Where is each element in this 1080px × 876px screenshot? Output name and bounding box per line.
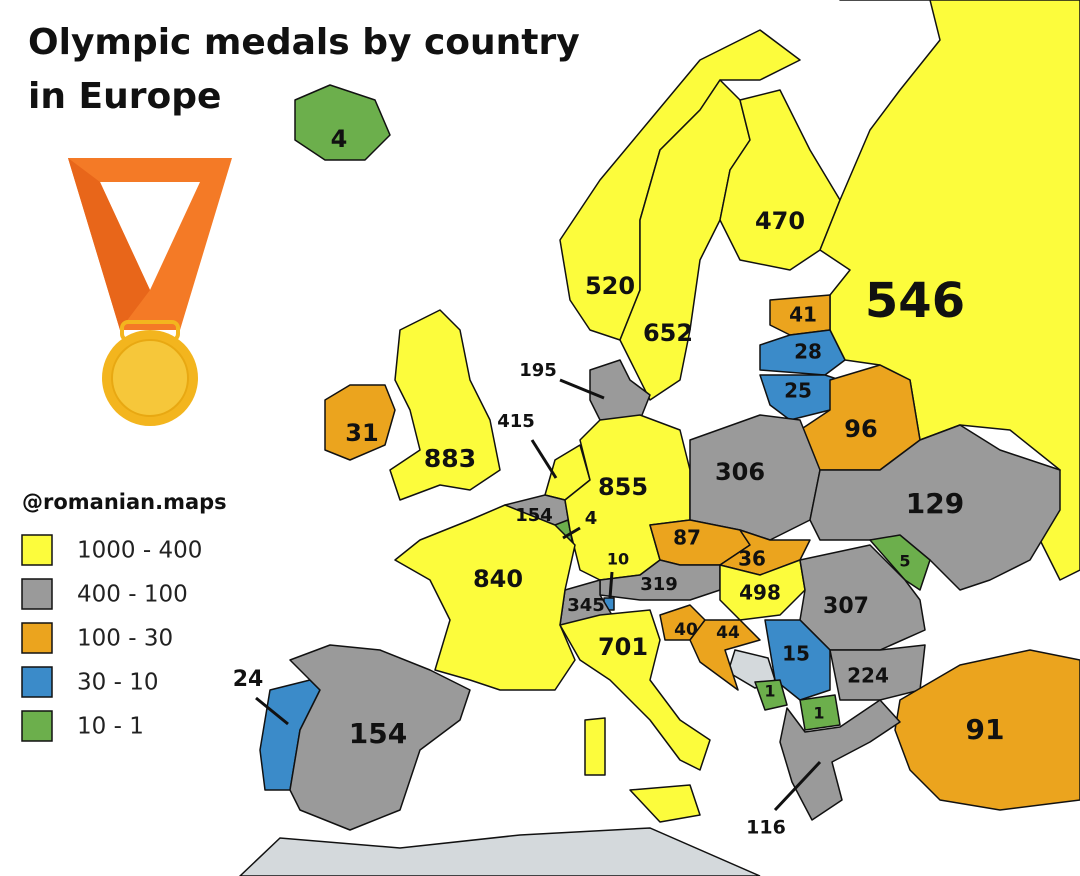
country-shape [294,84,391,161]
country-shape [719,559,806,621]
country-shape [324,384,396,461]
country-value: 855 [598,473,648,501]
country-value: 44 [716,623,740,643]
legend-label: 1000 - 400 [77,538,202,564]
country-value: 4 [585,508,598,529]
country-value: 4 [331,125,348,153]
title-line: in Europe [28,76,221,117]
leader-line [562,526,581,540]
legend: 1000 - 400 400 - 100 100 - 30 30 - 10 10 - 1 [21,534,202,742]
country-value: 96 [844,415,877,443]
country-shape [289,644,471,831]
country-value: 87 [673,526,701,550]
legend-label: 30 - 10 [77,670,158,696]
country-value: 154 [349,717,407,750]
country-shape [759,329,846,376]
country-value: 24 [233,667,264,692]
country-shape [779,699,901,821]
country-shape [809,424,1061,591]
country-value: 470 [755,207,805,235]
country-value: 25 [784,379,812,403]
country-value: 41 [789,303,817,327]
country-shape [819,0,1080,581]
country-value: 116 [746,817,786,839]
country-shape [894,649,1080,811]
country-value: 195 [519,360,557,381]
legend-label: 400 - 100 [77,582,188,608]
legend-swatch [21,534,53,566]
legend-swatch [21,710,53,742]
country-shape [619,79,751,401]
country-value: 15 [782,642,810,666]
leader-line [559,378,605,400]
country-value: 701 [598,633,648,661]
country-value: 307 [823,594,869,619]
country-value: 28 [794,340,822,364]
legend-swatch [21,578,53,610]
country-value: 224 [847,664,889,688]
legend-label: 10 - 1 [77,714,144,740]
country-value: 883 [424,444,476,473]
country-shape [719,89,841,271]
country-value: 319 [640,574,678,595]
credit: @romanian.maps [22,490,227,514]
country-shape [799,694,841,731]
leader-line [608,571,614,599]
country-value: 31 [345,419,378,447]
country-value: 546 [865,273,965,329]
country-value: 498 [739,581,781,605]
legend-swatch [21,666,53,698]
country-value: 129 [906,487,964,520]
leader-line [255,696,289,726]
country-value: 415 [497,411,535,432]
country-value: 91 [966,713,1005,746]
country-value: 40 [674,620,698,640]
country-shape [589,359,651,421]
country-value: 154 [515,505,553,526]
title-line: Olympic medals by country [28,22,580,63]
leader-line [773,760,822,812]
country-value: 652 [643,319,693,347]
country-value: 345 [567,595,605,616]
country-value: 5 [899,552,910,571]
medal-icon [68,158,232,426]
country-shape [689,619,761,691]
country-value: 10 [607,550,629,569]
country-shape [754,679,788,711]
other-land [238,827,761,876]
country-shape [559,609,711,771]
legend-label: 100 - 30 [77,626,173,652]
country-value: 520 [585,272,635,300]
countries [259,0,1080,831]
country-value: 1 [813,704,824,723]
country-value: 840 [473,565,523,593]
legend-swatch [21,622,53,654]
country-shape [389,309,501,501]
country-value: 1 [764,682,775,701]
country-shape [799,544,926,651]
country-value: 36 [738,547,766,571]
leader-line [530,439,558,479]
country-shape [629,784,701,823]
country-value: 306 [715,458,765,486]
country-shape [584,717,606,776]
country-shape [394,504,576,691]
